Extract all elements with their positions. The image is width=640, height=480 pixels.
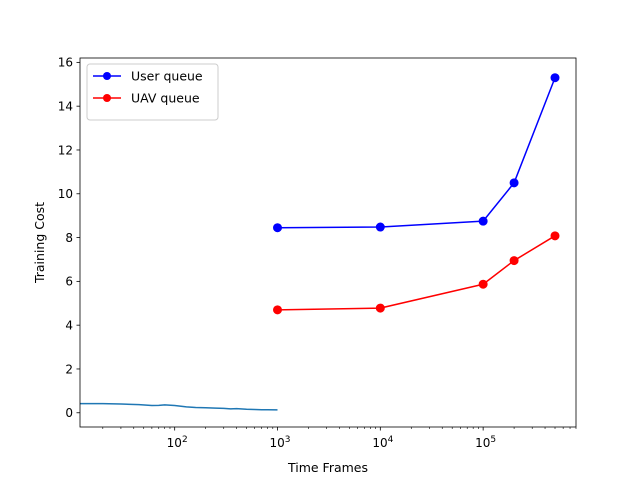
data-point (509, 256, 519, 266)
y-tick-label: 6 (65, 275, 73, 289)
x-tick-label: 105 (475, 435, 496, 450)
plot-frame (79, 57, 577, 428)
data-point (550, 231, 560, 241)
x-axis-title: Time Frames (287, 460, 368, 475)
data-point (273, 305, 283, 315)
series-layer (80, 73, 560, 411)
y-tick-label: 12 (58, 143, 73, 157)
data-point (273, 223, 283, 233)
y-tick-label: 14 (58, 99, 73, 113)
x-tick-label: 102 (167, 435, 188, 450)
x-tick-label: 103 (270, 435, 291, 450)
axes-layer: 0 2 4 6 8 10 12 14 16 102 103 104 105 (58, 56, 577, 450)
series-line-2 (80, 402, 278, 411)
data-point (478, 216, 488, 226)
data-point (478, 279, 488, 289)
y-tick-label: 4 (65, 318, 73, 332)
legend-box (86, 63, 219, 121)
x-tick-label: 104 (372, 435, 393, 450)
legend-swatch-marker (103, 94, 111, 102)
data-point (375, 222, 385, 232)
legend: User queue UAV queue (86, 63, 219, 121)
legend-swatch-marker (103, 72, 111, 80)
y-tick-label: 10 (58, 187, 73, 201)
y-tick-label: 16 (58, 56, 73, 70)
legend-label: User queue (131, 69, 203, 84)
y-tick-label: 8 (65, 231, 73, 245)
data-point (509, 178, 519, 188)
y-axis-title: Training Cost (32, 202, 47, 284)
data-point (550, 73, 560, 83)
y-tick-label: 0 (65, 406, 73, 420)
data-point (375, 303, 385, 313)
y-tick-label: 2 (65, 362, 73, 376)
legend-label: UAV queue (131, 91, 200, 106)
